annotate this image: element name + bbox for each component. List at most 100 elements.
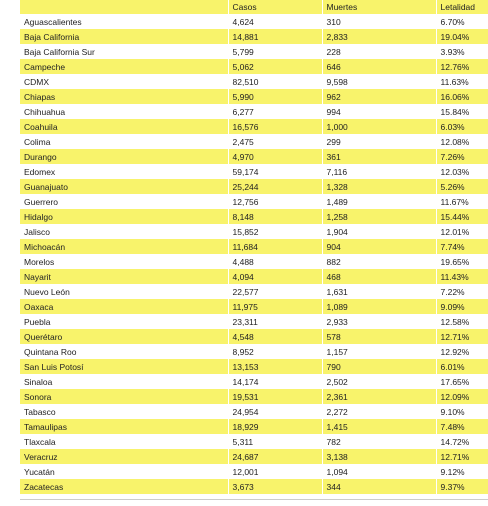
value-cell: 11.43% — [436, 269, 488, 284]
table-row: Oaxaca 11,975 1,089 9.09% — [20, 299, 488, 314]
value-cell: 4,548 — [228, 329, 323, 344]
table-row: Puebla 23,311 2,933 12.58% — [20, 314, 488, 329]
value-cell: 12.01% — [436, 224, 488, 239]
state-cell: Michoacán — [20, 239, 229, 254]
header-row: Casos Muertes Letalidad — [20, 0, 488, 14]
value-cell: 9.10% — [436, 404, 488, 419]
state-cell: Zacatecas — [20, 479, 229, 494]
state-cell: Sinaloa — [20, 374, 229, 389]
table-row: Guerrero 12,756 1,489 11.67% — [20, 194, 488, 209]
state-cell: Campeche — [20, 59, 229, 74]
table-row: Quintana Roo 8,952 1,157 12.92% — [20, 344, 488, 359]
header-cell: Casos — [228, 0, 323, 14]
value-cell: 9,598 — [322, 74, 437, 89]
state-cell: CDMX — [20, 74, 229, 89]
table-row: Edomex 59,174 7,116 12.03% — [20, 164, 488, 179]
state-cell: Durango — [20, 149, 229, 164]
value-cell: 962 — [322, 89, 437, 104]
state-cell: Oaxaca — [20, 299, 229, 314]
table-body: Aguascalientes 4,624 310 6.70% Baja Californ… — [20, 14, 488, 494]
table-row: Tamaulipas 18,929 1,415 7.48% — [20, 419, 488, 434]
value-cell: 1,089 — [322, 299, 437, 314]
bottom-rule — [20, 499, 488, 500]
value-cell: 18,929 — [228, 419, 323, 434]
table-row: Aguascalientes 4,624 310 6.70% — [20, 14, 488, 29]
value-cell: 19.04% — [436, 29, 488, 44]
state-cell: Querétaro — [20, 329, 229, 344]
table-container: Casos Muertes Letalidad Aguascalientes 4,62… — [20, 0, 488, 494]
value-cell: 2,933 — [322, 314, 437, 329]
state-cell: Sonora — [20, 389, 229, 404]
value-cell: 12.71% — [436, 329, 488, 344]
state-cell: Hidalgo — [20, 209, 229, 224]
value-cell: 19.65% — [436, 254, 488, 269]
table-row: CDMX 82,510 9,598 11.63% — [20, 74, 488, 89]
table-row: Morelos 4,488 882 19.65% — [20, 254, 488, 269]
value-cell: 1,157 — [322, 344, 437, 359]
table-row: Nuevo León 22,577 1,631 7.22% — [20, 284, 488, 299]
value-cell: 23,311 — [228, 314, 323, 329]
state-cell: Puebla — [20, 314, 229, 329]
value-cell: 1,000 — [322, 119, 437, 134]
value-cell: 4,488 — [228, 254, 323, 269]
value-cell: 16,576 — [228, 119, 323, 134]
value-cell: 6.01% — [436, 359, 488, 374]
table-row: Tabasco 24,954 2,272 9.10% — [20, 404, 488, 419]
state-cell: Chiapas — [20, 89, 229, 104]
value-cell: 16.06% — [436, 89, 488, 104]
value-cell: 3,138 — [322, 449, 437, 464]
value-cell: 4,094 — [228, 269, 323, 284]
table-row: Querétaro 4,548 578 12.71% — [20, 329, 488, 344]
value-cell: 8,952 — [228, 344, 323, 359]
value-cell: 11.63% — [436, 74, 488, 89]
state-cell: Yucatán — [20, 464, 229, 479]
state-cell: Quintana Roo — [20, 344, 229, 359]
value-cell: 7.26% — [436, 149, 488, 164]
table-row: Baja California 14,881 2,833 19.04% — [20, 29, 488, 44]
value-cell: 7,116 — [322, 164, 437, 179]
value-cell: 1,904 — [322, 224, 437, 239]
value-cell: 344 — [322, 479, 437, 494]
value-cell: 299 — [322, 134, 437, 149]
value-cell: 12.76% — [436, 59, 488, 74]
value-cell: 994 — [322, 104, 437, 119]
value-cell: 9.37% — [436, 479, 488, 494]
value-cell: 1,489 — [322, 194, 437, 209]
header-cell: Letalidad — [436, 0, 488, 14]
value-cell: 24,954 — [228, 404, 323, 419]
value-cell: 15.44% — [436, 209, 488, 224]
value-cell: 5,062 — [228, 59, 323, 74]
value-cell: 12,756 — [228, 194, 323, 209]
value-cell: 4,970 — [228, 149, 323, 164]
value-cell: 4,624 — [228, 14, 323, 29]
state-cell: Tabasco — [20, 404, 229, 419]
value-cell: 2,272 — [322, 404, 437, 419]
table-row: Michoacán 11,684 904 7.74% — [20, 239, 488, 254]
value-cell: 2,502 — [322, 374, 437, 389]
value-cell: 11.67% — [436, 194, 488, 209]
value-cell: 228 — [322, 44, 437, 59]
value-cell: 1,258 — [322, 209, 437, 224]
value-cell: 19,531 — [228, 389, 323, 404]
table-row: Coahuila 16,576 1,000 6.03% — [20, 119, 488, 134]
value-cell: 12.03% — [436, 164, 488, 179]
value-cell: 59,174 — [228, 164, 323, 179]
value-cell: 3.93% — [436, 44, 488, 59]
table-row: Nayarit 4,094 468 11.43% — [20, 269, 488, 284]
state-cell: San Luis Potosí — [20, 359, 229, 374]
table-row: San Luis Potosí 13,153 790 6.01% — [20, 359, 488, 374]
value-cell: 1,415 — [322, 419, 437, 434]
value-cell: 22,577 — [228, 284, 323, 299]
table-row: Colima 2,475 299 12.08% — [20, 134, 488, 149]
table-row: Veracruz 24,687 3,138 12.71% — [20, 449, 488, 464]
table-row: Zacatecas 3,673 344 9.37% — [20, 479, 488, 494]
value-cell: 8,148 — [228, 209, 323, 224]
value-cell: 5,799 — [228, 44, 323, 59]
value-cell: 7.74% — [436, 239, 488, 254]
value-cell: 14,174 — [228, 374, 323, 389]
state-cell: Baja California Sur — [20, 44, 229, 59]
value-cell: 12.08% — [436, 134, 488, 149]
state-cell: Veracruz — [20, 449, 229, 464]
value-cell: 790 — [322, 359, 437, 374]
